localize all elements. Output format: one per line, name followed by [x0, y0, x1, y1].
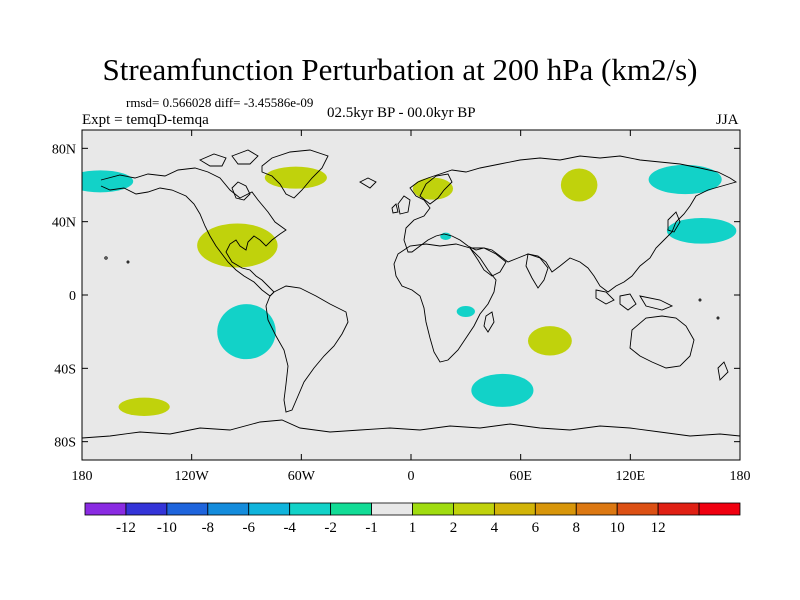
colorbar-box	[657, 502, 700, 516]
colorbar-box	[330, 502, 372, 516]
colorbar-label: -10	[157, 520, 177, 536]
y-tick-label: 80N	[52, 142, 76, 157]
colorbar-label: -8	[202, 520, 215, 536]
colorbar-box	[207, 502, 250, 516]
x-tick-label: 180	[72, 469, 93, 484]
colorbar-label: 2	[450, 520, 458, 536]
colorbar-box	[412, 502, 454, 516]
colorbar-box	[125, 502, 168, 516]
anomaly-northwest-pacific	[666, 218, 737, 244]
x-axis: 180 120W 60W 0 60E 120E 180	[72, 130, 751, 484]
x-tick-label: 60E	[509, 469, 532, 484]
colorbar-label: 8	[573, 520, 581, 536]
anomaly-siberia	[560, 168, 598, 202]
x-tick-label: 120W	[175, 469, 210, 484]
colorbar-label: -2	[324, 520, 337, 536]
y-tick-label: 40S	[54, 362, 76, 377]
experiment-text: Expt = temqD-temqa	[82, 112, 209, 128]
x-tick-label: 180	[730, 469, 751, 484]
anomaly-southern-ocean	[471, 373, 534, 407]
colorbar: -12 -10 -8 -6 -4 -2 -1 1 2 4 6 8 10 12	[84, 502, 741, 536]
colorbar-box	[84, 502, 127, 516]
colorbar-box	[166, 502, 209, 516]
colorbar-label: -6	[243, 520, 256, 536]
y-tick-label: 80S	[54, 436, 76, 451]
anomaly-scandinavia	[412, 177, 454, 200]
page-title: Streamfunction Perturbation at 200 hPa (…	[102, 52, 698, 87]
colorbar-label: 1	[409, 520, 417, 536]
colorbar-box	[534, 502, 577, 516]
colorbar-label: 12	[651, 520, 666, 536]
anomaly-south-pacific-west	[118, 397, 170, 417]
colorbar-box	[453, 502, 495, 516]
colorbar-box	[248, 502, 291, 516]
colorbar-box	[575, 502, 618, 516]
x-tick-label: 60W	[288, 469, 316, 484]
anomaly-north-atlantic-west	[82, 170, 134, 193]
anomaly-indian-ocean	[527, 326, 572, 356]
season-text: JJA	[716, 112, 739, 128]
colorbar-label: 6	[532, 520, 540, 536]
colorbar-label: -12	[116, 520, 136, 536]
period-text: 02.5kyr BP - 00.0kyr BP	[327, 105, 476, 121]
colorbar-label: 4	[491, 520, 499, 536]
x-tick-label: 120E	[616, 469, 646, 484]
colorbar-box	[493, 502, 536, 516]
colorbar-box	[698, 502, 741, 516]
anomaly-mediterranean	[440, 232, 452, 240]
y-axis: 80N 40N 0 40S 80S	[52, 142, 740, 451]
anomaly-north-america	[197, 223, 278, 268]
colorbar-box	[289, 502, 332, 516]
stats-text: rmsd= 0.566028 diff= -3.45586e-09	[126, 95, 314, 110]
colorbar-label: -1	[365, 520, 378, 536]
anomaly-northeast-asia	[648, 164, 722, 195]
anomaly-south-pacific-east	[217, 304, 276, 360]
y-tick-label: 0	[69, 289, 76, 304]
colorbar-label: -4	[283, 520, 296, 536]
colorbar-box	[371, 502, 413, 516]
coastlines	[82, 149, 740, 439]
anomaly-layer	[82, 164, 737, 417]
map-background	[82, 130, 740, 460]
colorbar-box	[616, 502, 659, 516]
y-tick-label: 40N	[52, 216, 76, 231]
x-tick-label: 0	[408, 469, 415, 484]
colorbar-label: 10	[610, 520, 625, 536]
anomaly-greenland	[264, 166, 327, 189]
anomaly-central-africa	[456, 306, 475, 317]
